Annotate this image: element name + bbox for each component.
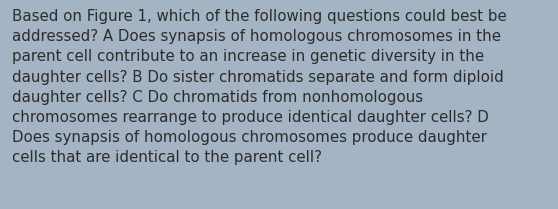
Text: Based on Figure 1, which of the following questions could best be
addressed? A D: Based on Figure 1, which of the followin… <box>12 9 507 165</box>
